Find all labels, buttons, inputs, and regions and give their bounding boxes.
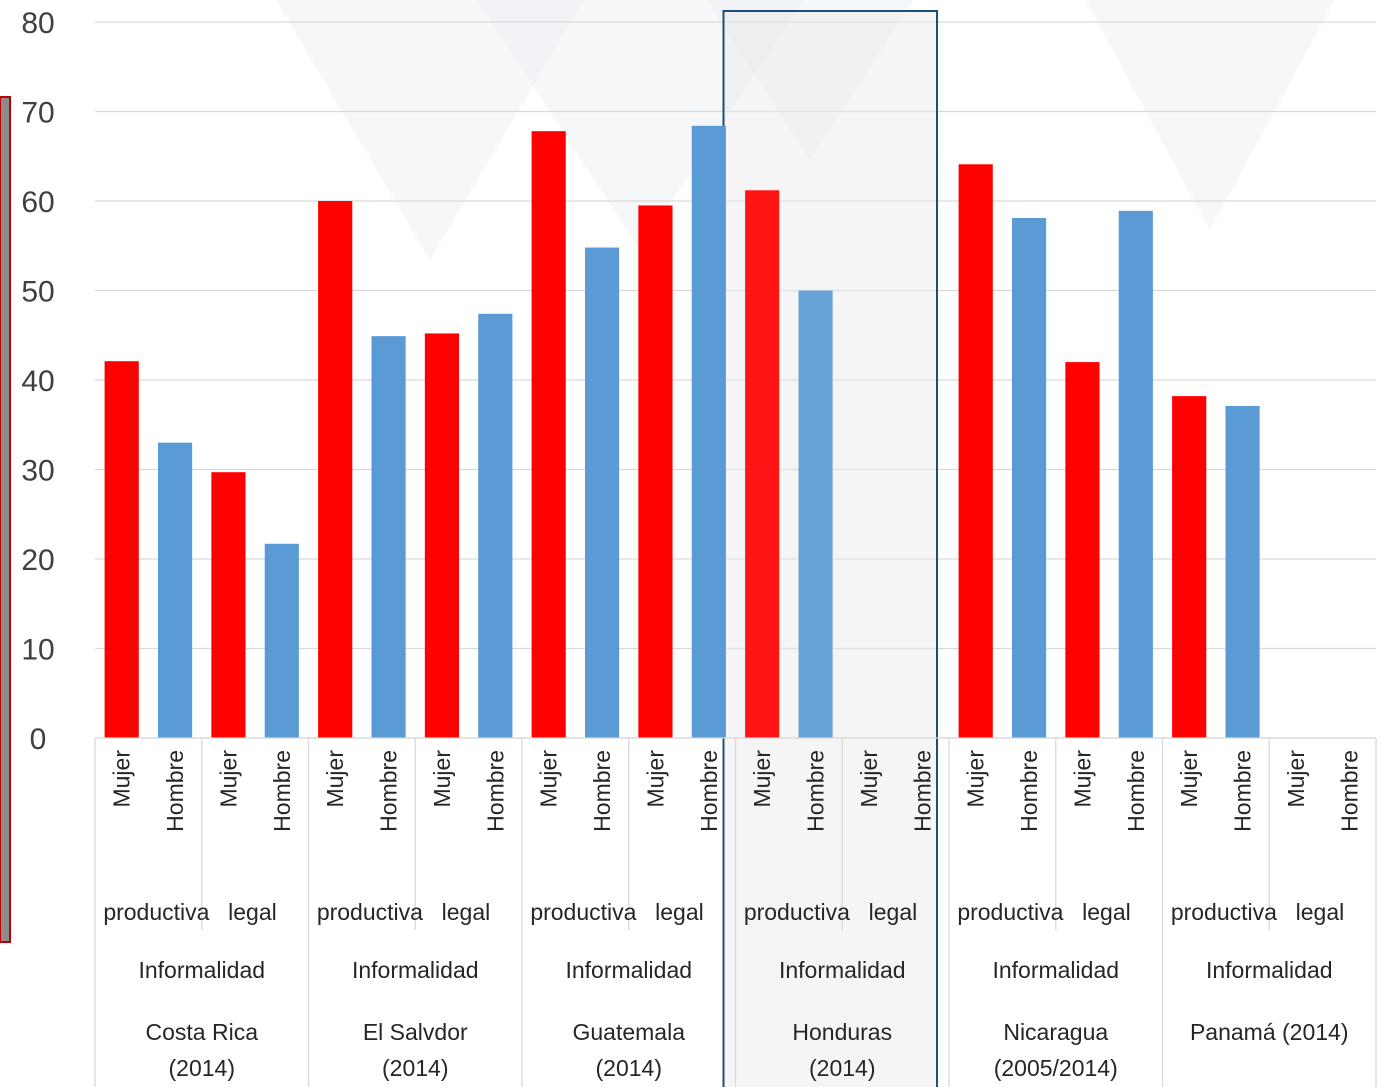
x-category-label: Mujer (1283, 750, 1309, 808)
x-category-label: Hombre (376, 750, 402, 832)
informalidad-label: Informalidad (779, 957, 906, 983)
country-label: Honduras (792, 1019, 892, 1045)
group-label-legal: legal (869, 899, 918, 925)
informalidad-label: Informalidad (138, 957, 265, 983)
bar-hombre (478, 313, 513, 738)
watermark-shape-3 (706, 0, 914, 160)
x-category-label: Mujer (1176, 750, 1202, 808)
x-category-label: Hombre (269, 750, 295, 832)
y-tick-label: 20 (21, 544, 54, 577)
bars (104, 125, 1260, 739)
country-year-label: (2014) (596, 1055, 662, 1081)
group-label-productiva: productiva (957, 899, 1063, 925)
country-year-label: (2014) (382, 1055, 448, 1081)
x-category-label: Hombre (482, 750, 508, 832)
bar-hombre (371, 336, 406, 738)
y-tick-label: 80 (21, 7, 54, 40)
group-label-productiva: productiva (744, 899, 850, 925)
bar-mujer (211, 472, 246, 738)
x-category-label: Hombre (803, 750, 829, 832)
x-category-label: Hombre (1016, 750, 1042, 832)
x-category-label: Mujer (536, 750, 562, 808)
bar-hombre (1118, 210, 1153, 739)
x-category-label: Hombre (589, 750, 615, 832)
y-tick-label: 50 (21, 276, 54, 309)
x-category-label: Mujer (215, 750, 241, 808)
bar-mujer (638, 205, 673, 739)
y-tick-label: 70 (21, 97, 54, 130)
x-category-label: Hombre (1336, 750, 1362, 832)
group-label-productiva: productiva (317, 899, 423, 925)
x-category-label: Mujer (963, 750, 989, 808)
bar-mujer (424, 333, 460, 738)
group-label-legal: legal (228, 899, 277, 925)
bar-mujer (1172, 396, 1207, 738)
bar-hombre (1011, 218, 1047, 738)
x-category-label: Mujer (1069, 750, 1095, 808)
country-label: Nicaragua (1003, 1019, 1108, 1045)
informalidad-label: Informalidad (565, 957, 692, 983)
background-watermark (275, 0, 1335, 260)
bar-hombre (798, 290, 833, 738)
bar-hombre (157, 442, 193, 738)
x-category-label: Hombre (1230, 750, 1256, 832)
bar-hombre (1225, 405, 1260, 738)
informalidad-label: Informalidad (1206, 957, 1333, 983)
group-label-legal: legal (655, 899, 704, 925)
group-label-productiva: productiva (1171, 899, 1277, 925)
bar-hombre (691, 125, 726, 738)
x-category-label: Mujer (429, 750, 455, 808)
x-category-label: Hombre (696, 750, 722, 832)
x-category-label: Mujer (109, 750, 135, 808)
country-year-label: (2005/2014) (994, 1055, 1118, 1081)
bar-mujer (745, 190, 780, 738)
watermark-shape-1 (476, 0, 804, 250)
watermark-shape-2 (1085, 0, 1335, 230)
x-category-label: Hombre (909, 750, 935, 832)
watermark-shape-0 (275, 0, 585, 260)
y-tick-label: 0 (30, 723, 47, 756)
bar-hombre (584, 247, 620, 739)
left-sidebar-box (0, 96, 11, 943)
group-label-legal: legal (442, 899, 491, 925)
x-category-label: Hombre (1123, 750, 1149, 832)
country-label: Panamá (2014) (1190, 1019, 1349, 1045)
group-label-legal: legal (1296, 899, 1345, 925)
y-axis: 0 10 20 30 40 50 60 70 80 (21, 7, 54, 756)
y-tick-label: 40 (21, 365, 54, 398)
y-tick-label: 60 (21, 186, 54, 219)
y-tick-label: 30 (21, 455, 54, 488)
group-label-productiva: productiva (530, 899, 636, 925)
country-year-label: (2014) (169, 1055, 235, 1081)
country-year-label: (2014) (809, 1055, 875, 1081)
x-category-label: Hombre (162, 750, 188, 832)
informalidad-label: Informalidad (992, 957, 1119, 983)
y-tick-label: 10 (21, 634, 54, 667)
x-category-label: Mujer (322, 750, 348, 808)
bar-mujer (531, 131, 566, 738)
group-label-legal: legal (1082, 899, 1131, 925)
x-axis: Mujer Hombre Mujer Hombre productiva legal Inf… (94, 737, 1377, 1087)
country-label: Costa Rica (146, 1019, 259, 1045)
informalidad-label: Informalidad (352, 957, 479, 983)
bar-mujer (104, 361, 139, 738)
bar-mujer (318, 201, 353, 738)
country-label: Guatemala (572, 1019, 685, 1045)
group-label-productiva: productiva (103, 899, 209, 925)
country-label: El Salvdor (363, 1019, 468, 1045)
bar-mujer (1065, 362, 1100, 738)
bar-hombre (264, 543, 299, 738)
x-category-label: Mujer (749, 750, 775, 808)
x-category-label: Mujer (856, 750, 882, 808)
bar-mujer (958, 164, 993, 738)
x-category-label: Mujer (642, 750, 668, 808)
